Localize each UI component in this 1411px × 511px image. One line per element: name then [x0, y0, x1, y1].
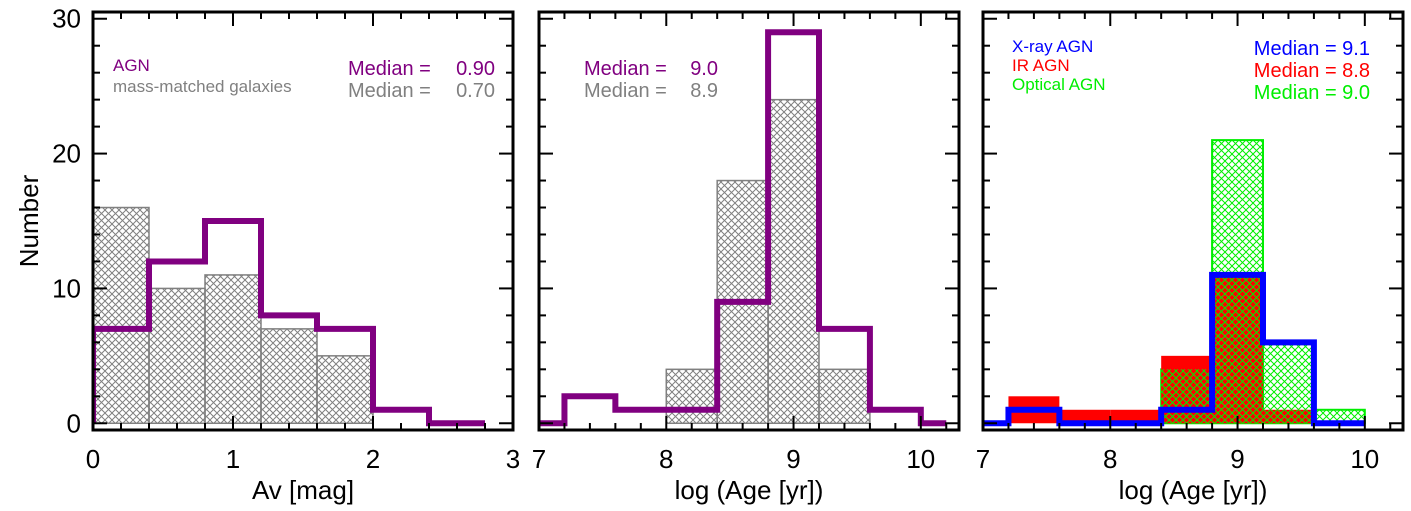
- optical-agn-overlap-hatch: [1212, 274, 1263, 424]
- galaxies-bar: [316, 355, 374, 425]
- galaxies-bar: [260, 328, 318, 425]
- x-tick-label: 9: [1230, 444, 1244, 474]
- optical-agn-overlap-hatch: [1263, 409, 1314, 424]
- axes-frame: [537, 10, 961, 432]
- galaxies-bar: [818, 368, 871, 425]
- x-tick-label: 10: [906, 444, 935, 474]
- median-agn-value: 0.90: [456, 58, 495, 80]
- median-agn-label: Median =: [348, 58, 431, 80]
- x-axis-label-av: Av [mag]: [252, 475, 354, 505]
- legend-agn: AGN: [113, 56, 150, 75]
- ir-agn-bar: [1110, 409, 1162, 424]
- agn-step-line: [93, 218, 485, 427]
- panel-agn-types-axes: 7 8 9 10: [976, 10, 1405, 474]
- x-tick-label: 7: [976, 444, 990, 474]
- median-galaxies-value: 8.9: [690, 80, 718, 102]
- median-optical-agn: Median = 9.0: [1254, 82, 1370, 104]
- galaxies-bar: [665, 368, 718, 425]
- xray-agn-step-path: [983, 271, 1365, 427]
- x-axis-label-age: log (Age [yr]): [1119, 475, 1268, 505]
- x-tick-label: 9: [786, 444, 800, 474]
- galaxies-bar: [148, 287, 206, 425]
- panel-agn-types: 7 8 9 10 X-ray AGN IR AGN Optical AGN Media…: [976, 10, 1405, 505]
- median-galaxies-label: Median =: [584, 80, 667, 102]
- legend-ir-agn: IR AGN: [1012, 56, 1070, 75]
- legend-xray-agn: X-ray AGN: [1012, 37, 1093, 56]
- legend-optical-agn: Optical AGN: [1012, 75, 1106, 94]
- x-tick-label: 2: [366, 444, 380, 474]
- median-galaxies-value: 0.70: [456, 80, 495, 102]
- y-tick-label: 20: [52, 139, 81, 169]
- axes-frame: [91, 10, 515, 432]
- x-axis-label-age: log (Age [yr]): [675, 475, 824, 505]
- median-xray-agn: Median = 9.1: [1254, 38, 1370, 60]
- agn-type-histograms: [983, 139, 1366, 427]
- x-tick-label: 3: [506, 444, 520, 474]
- x-tick-label: 8: [1103, 444, 1117, 474]
- agn-step-path: [93, 218, 485, 427]
- y-tick-label: 30: [52, 4, 81, 34]
- x-tick-label: 8: [659, 444, 673, 474]
- optical-agn-overlap-hatch: [1161, 369, 1213, 424]
- x-tick-label: 1: [226, 444, 240, 474]
- median-ir-agn: Median = 8.8: [1254, 60, 1370, 82]
- galaxies-hatched-bars: [93, 206, 374, 425]
- legend-mass-matched-galaxies: mass-matched galaxies: [113, 77, 292, 96]
- median-galaxies-label: Median =: [348, 80, 431, 102]
- x-tick-label: 0: [86, 444, 100, 474]
- y-tick-label: 10: [52, 273, 81, 303]
- y-tick-label: 0: [67, 408, 81, 438]
- y-axis-label: Number: [14, 174, 44, 267]
- galaxies-bar: [93, 206, 150, 425]
- galaxies-bar: [204, 274, 262, 425]
- median-agn-value: 9.0: [690, 58, 718, 80]
- panel-age: 7 8 9 10 Median = 9.0 Median = 8.9 log (Age…: [532, 10, 961, 505]
- axes-frame: [981, 10, 1405, 432]
- x-tick-label: 10: [1350, 444, 1379, 474]
- x-tick-label: 7: [532, 444, 546, 474]
- galaxies-bar: [767, 98, 820, 425]
- ir-agn-bar: [1059, 409, 1111, 424]
- agn-step-path: [539, 29, 947, 427]
- agn-step-line: [539, 29, 947, 427]
- median-agn-label: Median =: [584, 58, 667, 80]
- panel-age-axes: 7 8 9 10: [532, 10, 961, 474]
